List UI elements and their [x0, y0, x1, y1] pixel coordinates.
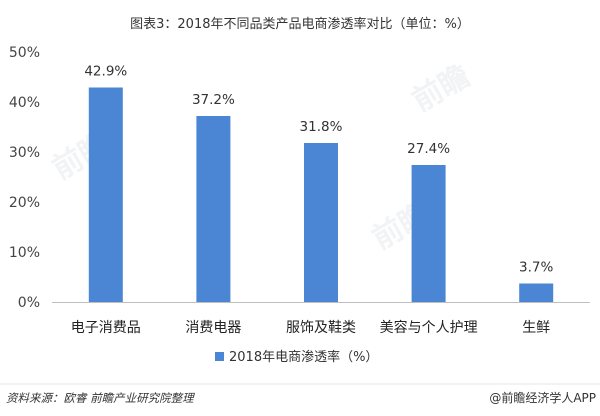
- x-tick-label: 服饰及鞋类: [286, 320, 356, 336]
- data-label: 31.8%: [300, 119, 343, 135]
- bar: [196, 116, 231, 302]
- bar: [88, 87, 123, 302]
- data-label: 3.7%: [519, 260, 553, 276]
- x-tick-label: 美容与个人护理: [380, 319, 478, 336]
- data-label: 27.4%: [407, 141, 450, 157]
- y-tick-label: 0%: [18, 295, 40, 311]
- y-tick-label: 50%: [9, 45, 40, 61]
- bar: [304, 143, 338, 302]
- x-tick-label: 消费电器: [185, 320, 241, 336]
- x-tick-label: 生鲜: [522, 320, 550, 336]
- data-label: 37.2%: [192, 92, 235, 108]
- source-note: 资料来源：欧睿 前瞻产业研究院整理: [6, 391, 195, 405]
- legend-swatch: [215, 352, 224, 361]
- watermark: 前瞻: [407, 59, 476, 119]
- y-tick-label: 40%: [9, 95, 40, 111]
- data-label: 42.9%: [84, 64, 127, 80]
- value-labels: 42.9% 37.2% 31.8% 27.4% 3.7%: [84, 64, 553, 276]
- y-tick-label: 30%: [9, 145, 40, 161]
- bar: [411, 165, 446, 302]
- bar-series: [88, 87, 554, 302]
- x-axis: 电子消费品 消费电器 服饰及鞋类 美容与个人护理 生鲜: [71, 319, 550, 336]
- y-tick-label: 10%: [9, 245, 40, 261]
- brand-credit: @前瞻经济学人APP: [489, 390, 596, 405]
- x-tick-label: 电子消费品: [71, 320, 141, 336]
- y-axis: 0% 10% 20% 30% 40% 50%: [9, 45, 40, 311]
- legend-label: 2018年电商渗透率（%）: [229, 349, 378, 365]
- y-tick-label: 20%: [9, 195, 40, 211]
- legend: 2018年电商渗透率（%）: [215, 349, 378, 365]
- bar: [519, 283, 554, 302]
- chart-title: 图表3：2018年不同品类产品电商渗透率对比（单位：%）: [130, 16, 470, 32]
